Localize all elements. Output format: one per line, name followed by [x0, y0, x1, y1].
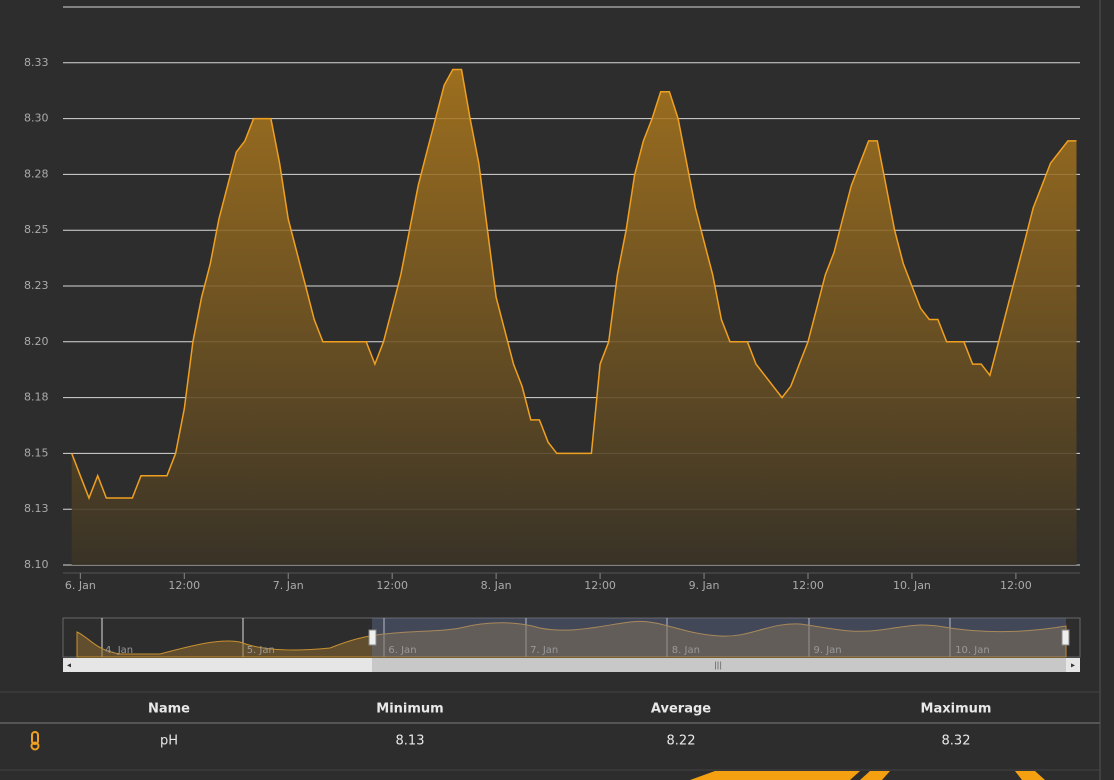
table-cell: pH [160, 734, 178, 749]
y-tick-label: 8.20 [24, 335, 49, 348]
y-tick-label: 8.18 [24, 391, 49, 404]
x-tick-label: 8. Jan [481, 579, 512, 592]
x-tick-label: 12:00 [168, 579, 200, 592]
line [71, 68, 1077, 501]
decoration [690, 771, 1045, 780]
area [71, 69, 1077, 565]
scrollbar-thumb[interactable] [372, 658, 1066, 672]
x-tick-label: 9. Jan [689, 579, 720, 592]
navigator-labels: 4. Jan 5. Jan 6. Jan 7. Jan 8. Jan 9. Jan 10. … [105, 645, 990, 656]
thermometer-icon [30, 731, 40, 751]
y-tick-label: 8.30 [24, 112, 49, 125]
table-header: Maximum [921, 702, 992, 717]
y-tick-label: 8.25 [24, 223, 49, 236]
navigator-series [76, 620, 1067, 658]
navigator-handle[interactable] [368, 629, 377, 646]
navigator-label: 8. Jan [672, 645, 700, 656]
navigator-selection[interactable] [372, 618, 1066, 657]
table-cell: 8.32 [942, 734, 971, 749]
y-tick-label: 8.15 [24, 446, 49, 459]
x-tick-label: 12:00 [584, 579, 616, 592]
x-tick-label: 10. Jan [893, 579, 931, 592]
navigator-label: 9. Jan [814, 645, 842, 656]
y-tick-label: 8.23 [24, 279, 49, 292]
y-tick-label: 8.13 [24, 502, 49, 515]
navigator-label: 6. Jan [388, 645, 416, 656]
table-header: Average [651, 702, 711, 717]
stats-table: Name Minimum Average Maximum pH 8.13 8.2… [0, 691, 1100, 771]
y-tick-label: 8.33 [24, 56, 49, 69]
table-header: Name [148, 702, 190, 717]
table-header: Minimum [376, 702, 443, 717]
scroll-right[interactable]: ▸ [1071, 661, 1075, 670]
table-cell: 8.13 [396, 734, 425, 749]
series [71, 68, 1077, 565]
x-tick-label: 12:00 [792, 579, 824, 592]
navigator-label: 4. Jan [105, 645, 133, 656]
y-tick-label: 8.10 [24, 558, 49, 571]
navigator: 4. Jan 5. Jan 6. Jan 7. Jan 8. Jan 9. Jan 10. … [62, 617, 1081, 672]
x-tick-label: 6. Jan [65, 579, 96, 592]
navigator-label: 5. Jan [247, 645, 275, 656]
scroll-left[interactable]: ◂ [67, 661, 71, 670]
plot: 8.10 8.13 8.15 8.18 8.20 8.23 8.25 8.28 8.30 8.33… [24, 6, 1080, 592]
navigator-label: 10. Jan [955, 645, 990, 656]
navigator-label: 7. Jan [530, 645, 558, 656]
table-cell: 8.22 [667, 734, 696, 749]
x-tick-label: 7. Jan [273, 579, 304, 592]
x-tick-label: 12:00 [376, 579, 408, 592]
scrollbar-grip[interactable]: ||| [714, 661, 722, 670]
x-tick-label: 12:00 [1000, 579, 1032, 592]
navigator-handle[interactable] [1061, 629, 1070, 646]
y-tick-label: 8.28 [24, 167, 49, 180]
